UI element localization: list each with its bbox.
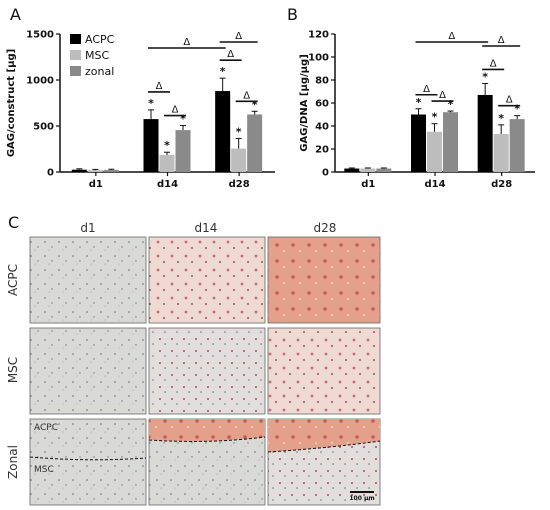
delta-bracket-msc-zonal-label: Δ (243, 90, 250, 101)
bar-ACPC-d14 (143, 119, 159, 172)
x-tick-label-d14: d14 (157, 179, 178, 190)
bar-MSC-d28 (231, 148, 247, 172)
bar-zonal-d28 (509, 119, 525, 172)
y-tick-label: 500 (33, 122, 54, 133)
histology-tile-msc-d14 (148, 327, 266, 415)
y-tick-label: 0 (322, 168, 329, 179)
zonal-acpc-layer-d14 (149, 419, 265, 442)
histology-tile-msc-d28 (267, 327, 381, 415)
bar-MSC-d1 (360, 168, 376, 172)
histology-tile-acpc-d1 (29, 236, 147, 324)
x-tick-label-d28: d28 (491, 179, 512, 190)
zonal-acpc-layer-d28 (268, 419, 380, 452)
col-head-d1: d1 (80, 221, 95, 235)
legend-swatch-zonal (70, 66, 81, 76)
x-tick-label-d14: d14 (424, 179, 445, 190)
y-axis-title: GAG/construct [µg] (6, 49, 17, 157)
y-tick-label: 100 (308, 53, 329, 64)
delta-bracket-acpc-d14-d28-label: Δ (448, 31, 455, 42)
legend-swatch-MSC (70, 50, 81, 60)
y-tick-label: 1000 (26, 76, 54, 87)
histology-grid: d1 d14 d28 ACPC MSC Zonal ACPC MSC 100 µ… (6, 221, 381, 506)
x-tick-label-d1: d1 (361, 179, 375, 190)
chart-gag-construct: 0 500 1000 1500 GAG/construct [µg] d1 d14 d28 * *… (6, 30, 275, 190)
delta-bracket-d28-acpc-zonal-label: Δ (235, 31, 242, 42)
legend: ACPC MSC zonal (70, 33, 115, 78)
significance-star: * (432, 111, 438, 124)
zonal-label-msc: MSC (34, 465, 54, 475)
zonal-boundary-d14 (148, 436, 266, 442)
delta-bracket-acpc-msc-label: Δ (227, 49, 234, 60)
bar-zonal-d1 (376, 168, 392, 172)
y-tick-label: 20 (315, 145, 329, 156)
scale-bar-label: 100 µm (349, 495, 374, 502)
bar-MSC-d14 (427, 131, 442, 172)
delta-bracket-msc-zonal-label: Δ (439, 90, 446, 101)
bar-zonal-d1 (103, 169, 119, 172)
bar-ACPC-d1 (344, 168, 360, 172)
significance-star: * (514, 103, 520, 116)
zonal-boundary-d1 (29, 456, 147, 461)
y-tick-label: 60 (315, 99, 329, 110)
histology-tile-acpc-d14 (148, 236, 266, 324)
bar-ACPC-d28 (215, 91, 231, 172)
legend-swatch-ACPC (70, 34, 81, 44)
y-tick-label: 120 (308, 30, 329, 41)
y-tick-label: 40 (315, 122, 329, 133)
bar-zonal-d28 (247, 114, 263, 172)
bar-zonal-d14 (175, 130, 191, 172)
panel-letter-b: B (287, 5, 298, 24)
x-tick-label-d1: d1 (89, 179, 103, 190)
zonal-label-acpc: ACPC (34, 423, 58, 433)
significance-star: * (180, 113, 186, 126)
y-axis-title: GAG/DNA [µg/µg] (299, 54, 310, 152)
bar-MSC-d28 (493, 134, 509, 172)
y-tick-label: 0 (47, 168, 54, 179)
delta-bracket-d28-acpc-zonal-label: Δ (498, 35, 505, 46)
significance-star: * (164, 139, 170, 152)
row-head-acpc: ACPC (6, 264, 20, 296)
delta-bracket-msc-zonal-label: Δ (172, 105, 179, 116)
significance-star: * (416, 96, 422, 109)
delta-bracket-acpc-d14-d28-label: Δ (183, 37, 190, 48)
legend-label-zonal: zonal (85, 65, 114, 78)
significance-star: * (252, 98, 258, 111)
histology-tile-msc-d1 (29, 327, 147, 415)
significance-star: * (448, 98, 454, 111)
bar-MSC-d1 (87, 170, 103, 172)
y-tick-label: 1500 (26, 30, 54, 41)
significance-star: * (220, 65, 226, 78)
chart-gag-dna: 0 20 40 60 80 100 120 GAG/DNA [µg/µg] d1 d14 d28 * *… (299, 30, 535, 190)
row-head-msc: MSC (6, 357, 20, 383)
col-head-d14: d14 (195, 221, 218, 235)
delta-bracket-acpc-msc-label: Δ (156, 81, 163, 92)
bar-MSC-d14 (159, 154, 175, 172)
significance-star: * (236, 125, 242, 138)
y-tick-label: 80 (315, 76, 329, 87)
significance-star: * (148, 97, 154, 110)
zonal-boundary-d28 (267, 440, 381, 453)
bar-ACPC-d14 (411, 114, 426, 172)
bar-zonal-d14 (443, 112, 458, 172)
x-tick-label-d28: d28 (229, 179, 250, 190)
bar-ACPC-d1 (71, 169, 87, 172)
histology-tile-zonal-d1 (29, 418, 147, 506)
histology-tile-acpc-d28 (267, 236, 381, 324)
col-head-d28: d28 (314, 221, 337, 235)
significance-star: * (482, 70, 488, 83)
panel-letter-c: C (8, 213, 19, 232)
legend-label-MSC: MSC (85, 49, 109, 62)
legend-label-ACPC: ACPC (85, 33, 115, 46)
delta-bracket-msc-zonal-label: Δ (506, 95, 513, 106)
delta-bracket-acpc-msc-label: Δ (423, 84, 430, 95)
delta-bracket-acpc-msc-label: Δ (490, 58, 497, 69)
bar-ACPC-d28 (477, 94, 493, 172)
row-head-zonal: Zonal (6, 445, 20, 479)
significance-star: * (498, 112, 504, 125)
panel-letter-a: A (10, 5, 21, 24)
